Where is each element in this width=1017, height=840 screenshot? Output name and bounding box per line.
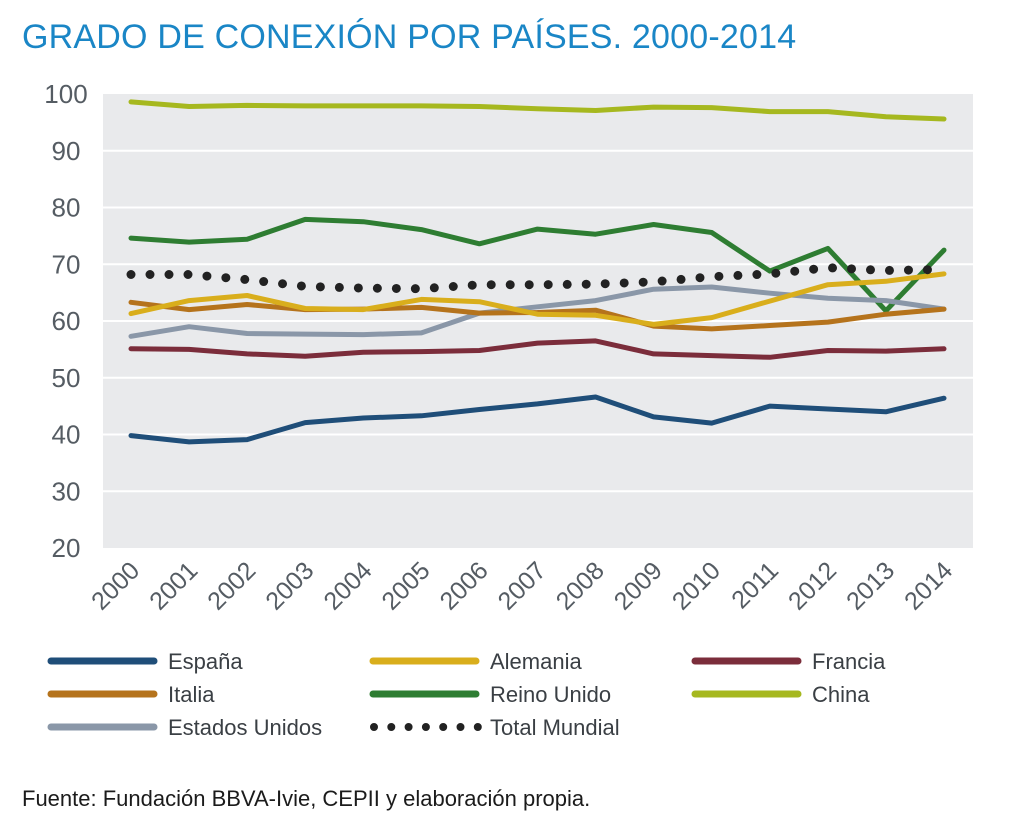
legend: España Alemania Francia Italia Reino Unido Ch… bbox=[47, 649, 886, 740]
x-tick-label: 2007 bbox=[493, 556, 552, 615]
x-tick-label: 2001 bbox=[144, 556, 203, 615]
x-tick-label: 2004 bbox=[318, 556, 377, 615]
x-tick-label: 2008 bbox=[551, 556, 610, 615]
line-chart: 20 30 40 50 60 70 80 90 100 20002001200220032004… bbox=[44, 79, 973, 740]
chart-title: GRADO DE CONEXIÓN POR PAÍSES. 2000-2014 bbox=[22, 18, 797, 56]
x-tick-label: 2009 bbox=[609, 556, 668, 615]
y-tick-label: 90 bbox=[52, 136, 81, 166]
legend-label: España bbox=[168, 649, 243, 674]
y-tick-label: 40 bbox=[52, 420, 81, 450]
legend-item-francia: Francia bbox=[691, 649, 886, 674]
legend-label: Italia bbox=[168, 682, 215, 707]
y-axis-ticks: 20 30 40 50 60 70 80 90 100 bbox=[44, 79, 87, 563]
legend-item-china: China bbox=[691, 682, 870, 707]
legend-label: Francia bbox=[812, 649, 886, 674]
x-tick-label: 2011 bbox=[726, 556, 784, 614]
series-line-china bbox=[128, 99, 947, 122]
y-tick-label: 60 bbox=[52, 306, 81, 336]
legend-item-reino-unido: Reino Unido bbox=[369, 682, 611, 707]
x-axis-ticks: 2000200120022003200420052006200720082009… bbox=[86, 556, 958, 615]
series-lines bbox=[126, 99, 949, 445]
legend-label: Total Mundial bbox=[490, 715, 620, 740]
legend-item-espana: España bbox=[47, 649, 243, 674]
x-tick-label: 2010 bbox=[667, 556, 726, 615]
series-line-total-mundial bbox=[126, 263, 949, 294]
x-tick-label: 2005 bbox=[376, 556, 435, 615]
x-tick-label: 2000 bbox=[86, 556, 145, 615]
x-tick-label: 2006 bbox=[435, 556, 494, 615]
y-tick-label: 70 bbox=[52, 249, 81, 279]
y-tick-label: 80 bbox=[52, 193, 81, 223]
legend-item-italia: Italia bbox=[47, 682, 215, 707]
legend-label: China bbox=[812, 682, 870, 707]
y-tick-label: 20 bbox=[52, 533, 81, 563]
legend-label: Alemania bbox=[490, 649, 582, 674]
source-note: Fuente: Fundación BBVA-Ivie, CEPII y ela… bbox=[22, 786, 591, 811]
y-tick-label: 30 bbox=[52, 476, 81, 506]
legend-label: Reino Unido bbox=[490, 682, 611, 707]
y-tick-label: 100 bbox=[44, 79, 87, 109]
legend-label: Estados Unidos bbox=[168, 715, 322, 740]
x-tick-label: 2002 bbox=[202, 556, 261, 615]
legend-item-alemania: Alemania bbox=[369, 649, 582, 674]
series-line-espana bbox=[128, 394, 947, 445]
x-tick-label: 2003 bbox=[260, 556, 319, 615]
series-line-francia bbox=[128, 338, 947, 360]
series-line-alemania bbox=[128, 271, 947, 327]
x-tick-label: 2012 bbox=[783, 556, 842, 615]
y-tick-label: 50 bbox=[52, 363, 81, 393]
legend-item-total-mundial: Total Mundial bbox=[370, 715, 620, 740]
series-line-estados-unidos bbox=[128, 284, 947, 339]
legend-item-estados-unidos: Estados Unidos bbox=[47, 715, 322, 740]
series-line-reino-unido bbox=[128, 216, 947, 314]
x-tick-label: 2014 bbox=[899, 556, 958, 615]
x-tick-label: 2013 bbox=[841, 556, 900, 615]
